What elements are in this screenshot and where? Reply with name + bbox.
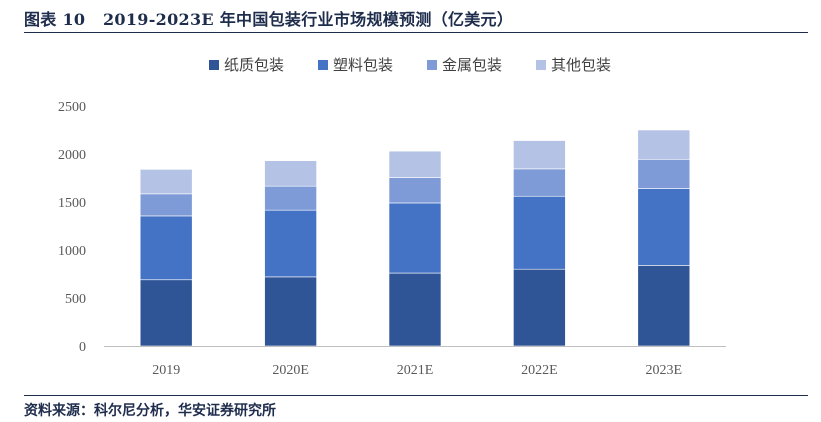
bar-segment: [264, 276, 317, 347]
bar-segment: [388, 202, 442, 274]
legend-label: 纸质包装: [224, 56, 284, 74]
bar-segment: [513, 140, 566, 170]
figure-label: 图表 10: [24, 10, 86, 29]
title-divider: [24, 32, 808, 33]
bars: [139, 129, 691, 347]
legend: 纸质包装 塑料包装 金属包装 其他包装: [209, 56, 611, 74]
legend-label: 金属包装: [442, 56, 502, 74]
bar-segment: [264, 160, 317, 187]
y-tick-label: 2500: [58, 100, 86, 115]
source-divider: [24, 395, 808, 396]
bar-segment: [637, 188, 691, 266]
bar-segment: [637, 129, 691, 160]
bar-segment: [513, 168, 566, 197]
bar-segment: [139, 215, 193, 281]
y-axis: 0 500 1000 1500 2000 2500: [58, 100, 86, 355]
legend-swatch: [318, 60, 328, 70]
bar-segment: [637, 158, 691, 189]
y-tick-label: 1500: [58, 196, 86, 211]
bar-segment: [388, 272, 442, 347]
legend-swatch: [209, 60, 219, 70]
y-tick-label: 1000: [58, 244, 86, 259]
legend-swatch: [427, 60, 437, 70]
x-tick-label: 2022E: [521, 363, 558, 378]
figure-title-text: 2019-2023E 年中国包装行业市场规模预测（亿美元）: [102, 10, 514, 29]
y-tick-label: 500: [65, 292, 86, 307]
x-tick-label: 2019: [152, 363, 180, 378]
bar-segment: [637, 265, 691, 347]
bar-segment: [264, 185, 317, 211]
bar-segment: [139, 279, 193, 347]
bar-segment: [264, 209, 317, 278]
bar-segment: [388, 150, 442, 178]
y-tick-label: 0: [79, 340, 86, 355]
bar-segment: [513, 268, 566, 347]
x-axis: 2019 2020E 2021E 2022E 2023E: [104, 346, 726, 378]
bar-segment: [139, 169, 193, 195]
x-tick-label: 2020E: [272, 363, 309, 378]
x-tick-label: 2023E: [646, 363, 683, 378]
x-tick-label: 2021E: [397, 363, 434, 378]
bar-segment: [388, 177, 442, 204]
legend-swatch: [536, 60, 546, 70]
legend-label: 塑料包装: [333, 56, 393, 74]
bar-segment: [139, 193, 193, 217]
bar-segment: [513, 195, 566, 270]
source-note: 资料来源：科尔尼分析，华安证券研究所: [24, 403, 276, 419]
figure-title: 图表 10 2019-2023E 年中国包装行业市场规模预测（亿美元）: [24, 6, 513, 30]
y-tick-label: 2000: [58, 148, 86, 163]
legend-label: 其他包装: [551, 56, 611, 74]
